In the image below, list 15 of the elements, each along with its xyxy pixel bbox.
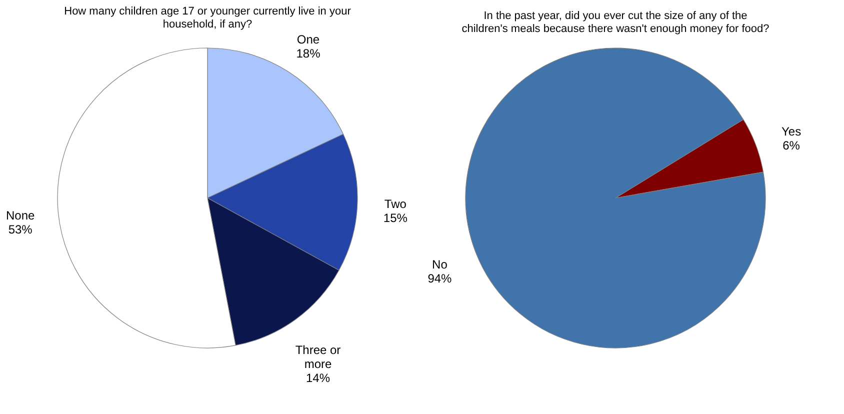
slice-label: Yes: [782, 124, 802, 138]
chart-title: In the past year, did you ever cut the size of any of the children's meals because there wasn't enough money for food?: [462, 10, 770, 35]
data-label: 14%: [306, 371, 330, 386]
slice-label: None: [6, 208, 36, 223]
slice-label: Three or more: [295, 343, 341, 372]
data-label: 15%: [383, 210, 408, 225]
data-label: 94%: [428, 272, 452, 286]
pie-slice: [465, 48, 766, 348]
slice-label: No: [432, 258, 448, 272]
data-label: 53%: [8, 222, 33, 237]
chart-title: How many children age 17 or younger currently live in your household, if any?: [64, 5, 352, 30]
data-label: 18%: [296, 46, 321, 60]
slice-label: Two: [384, 196, 407, 211]
slice-label: One: [296, 32, 320, 46]
data-label: 6%: [782, 138, 800, 152]
